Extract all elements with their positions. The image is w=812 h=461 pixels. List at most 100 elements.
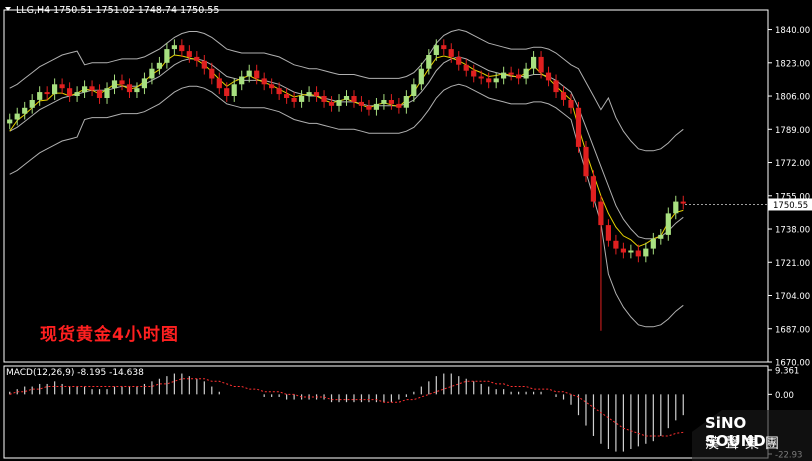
- candle-body: [426, 55, 432, 69]
- candle-body: [531, 56, 537, 69]
- candle-body: [403, 96, 409, 108]
- candle-body: [149, 68, 155, 79]
- candle-body: [343, 96, 350, 100]
- candle-body: [299, 96, 305, 102]
- price-tick-label: 1823.00: [775, 59, 810, 69]
- candle-body: [650, 238, 656, 249]
- macd-pane[interactable]: [3, 365, 769, 459]
- candle-body: [164, 49, 170, 63]
- candle-body: [441, 45, 447, 50]
- price-tick-label: 1704.00: [775, 292, 810, 302]
- candle-body: [456, 56, 462, 65]
- candle-body: [96, 90, 103, 98]
- logo-name-cn: 漢聲集團: [705, 436, 785, 452]
- candle-body: [590, 176, 596, 202]
- price-tick-label: 1840.00: [775, 26, 810, 36]
- price-pane[interactable]: [3, 9, 769, 363]
- candle-body: [224, 88, 230, 96]
- candle-body: [560, 92, 567, 100]
- candle-body: [111, 80, 118, 89]
- candle-body: [418, 68, 424, 85]
- price-tick-label: 1772.00: [775, 159, 810, 169]
- candle-body: [388, 100, 394, 104]
- current-price-label: 1750.55: [773, 201, 808, 211]
- candle-body: [313, 92, 320, 96]
- candle-body: [261, 78, 267, 85]
- candle-body: [306, 92, 312, 96]
- candle-body: [291, 98, 297, 102]
- candle-body: [381, 100, 387, 104]
- candle-body: [516, 74, 522, 79]
- candle-body: [575, 107, 582, 147]
- candle-body: [74, 92, 80, 96]
- candle-body: [321, 96, 327, 102]
- candle-body: [673, 201, 679, 214]
- candle-body: [553, 80, 559, 93]
- candle-body: [635, 250, 641, 257]
- price-tick-label: 1721.00: [775, 259, 810, 269]
- candle-body: [7, 119, 13, 124]
- candle-body: [231, 84, 237, 96]
- candle-body: [22, 107, 28, 114]
- candle-body: [568, 100, 574, 108]
- candle-body: [201, 60, 207, 69]
- candle-body: [104, 88, 110, 98]
- bollinger-middle-band: [9, 56, 684, 240]
- candle-body: [284, 94, 290, 98]
- candle-body: [134, 88, 140, 93]
- moving-average-line: [9, 54, 684, 248]
- candle-body: [216, 78, 222, 89]
- candle-body: [463, 64, 469, 71]
- candle-body: [44, 92, 50, 95]
- candle-body: [246, 70, 252, 77]
- candle-body: [538, 56, 544, 73]
- bollinger-lower-band: [9, 83, 684, 328]
- macd-signal-line: [9, 378, 684, 437]
- candle-body: [620, 248, 626, 253]
- candle-body: [351, 96, 357, 102]
- candle-body: [59, 84, 65, 89]
- candle-body: [89, 86, 95, 91]
- price-tick-label: 1755.00: [775, 192, 810, 202]
- candle-body: [665, 213, 671, 235]
- price-tick-label: 1687.00: [775, 325, 810, 335]
- logo-name-en: SiNO SOUND: [705, 414, 766, 450]
- macd-label: MACD(12,26,9) -8.195 -14.638: [6, 368, 144, 378]
- candle-body: [14, 113, 20, 120]
- sino-sound-logo: [692, 410, 812, 461]
- candle-body: [471, 70, 477, 77]
- candle-body: [396, 103, 402, 108]
- candle-body: [141, 78, 147, 89]
- candle-body: [239, 76, 245, 85]
- candle-body: [545, 72, 552, 81]
- candle-body: [583, 146, 589, 177]
- candle-body: [658, 234, 664, 239]
- candle-body: [613, 240, 619, 249]
- candle-body: [194, 56, 200, 61]
- candle-body: [523, 68, 529, 79]
- candle-body: [209, 68, 215, 79]
- candle-body: [501, 72, 507, 79]
- dropdown-triangle-icon[interactable]: [5, 7, 11, 11]
- candle-body: [605, 225, 611, 241]
- bollinger-upper-band: [9, 29, 684, 152]
- candle-body: [366, 105, 372, 110]
- candle-body: [336, 100, 342, 106]
- candle-body: [276, 88, 282, 95]
- candle-body: [179, 45, 185, 52]
- chart-caption: 现货黄金4小时图: [40, 325, 179, 345]
- candle-body: [67, 88, 73, 96]
- candle-body: [126, 84, 133, 93]
- candle-body: [269, 84, 275, 89]
- symbol-header: LLG,H4 1750.51 1751.02 1748.74 1750.55: [16, 5, 219, 16]
- candle-body: [328, 101, 335, 106]
- candle-body: [373, 103, 379, 110]
- candle-body: [186, 51, 192, 57]
- price-axis: 1840.00 1823.00 1806.00 1789.00 1772.00 1755.…: [685, 26, 812, 461]
- candle-body: [52, 84, 58, 95]
- candle-body: [598, 201, 604, 226]
- candle-body: [628, 250, 634, 253]
- price-tick-label: 1670.00: [775, 359, 810, 369]
- macd-tick-label: 9.361: [775, 367, 799, 377]
